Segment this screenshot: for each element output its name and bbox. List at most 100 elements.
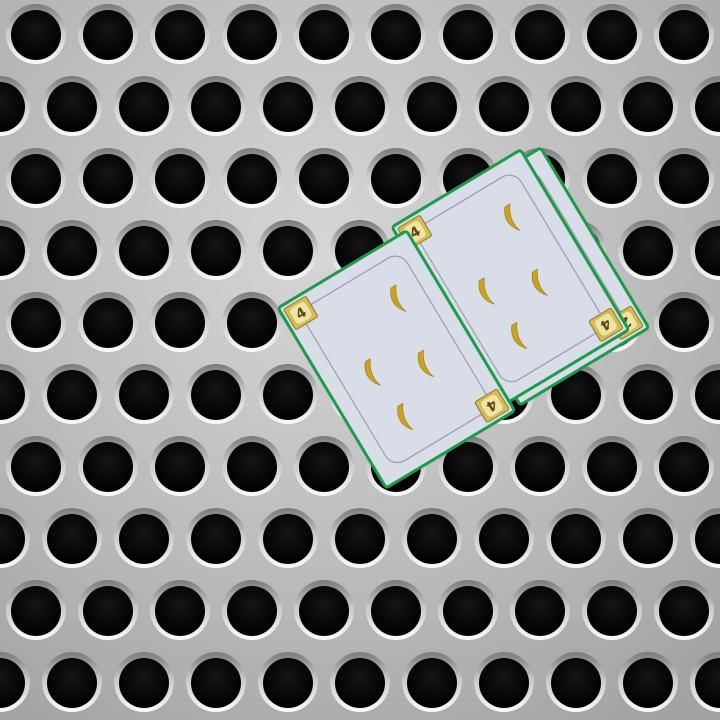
hole <box>479 514 529 564</box>
hole <box>551 82 601 132</box>
hole <box>0 370 25 420</box>
card-value-badge: 4 <box>474 389 509 423</box>
hole <box>263 370 313 420</box>
hole <box>299 154 349 204</box>
hole <box>515 442 565 492</box>
hole <box>83 298 133 348</box>
hole <box>11 442 61 492</box>
hole <box>227 586 277 636</box>
hole <box>227 10 277 60</box>
hole <box>371 586 421 636</box>
hole <box>83 154 133 204</box>
hole <box>47 82 97 132</box>
hole <box>227 154 277 204</box>
hole <box>119 658 169 708</box>
perforation-holes <box>0 4 720 712</box>
banana-icon <box>531 268 548 296</box>
card-front-4[interactable]: 44 <box>277 230 516 489</box>
hole <box>263 226 313 276</box>
banana-icon <box>504 203 521 231</box>
hole <box>47 370 97 420</box>
hole <box>623 514 673 564</box>
hole <box>371 154 421 204</box>
hole <box>263 82 313 132</box>
hole <box>83 586 133 636</box>
hole <box>191 370 241 420</box>
hole <box>551 658 601 708</box>
hole <box>119 370 169 420</box>
card-value-badge: 4 <box>588 308 623 342</box>
hole <box>443 442 493 492</box>
hole <box>407 658 457 708</box>
hole <box>623 658 673 708</box>
hole <box>659 10 709 60</box>
banana-icon <box>397 402 414 431</box>
hole <box>47 226 97 276</box>
hole <box>587 442 637 492</box>
card-value-badge: 4 <box>283 296 318 330</box>
hole <box>155 442 205 492</box>
hole <box>695 370 720 420</box>
hole <box>407 514 457 564</box>
hole <box>155 10 205 60</box>
hole <box>227 298 277 348</box>
hole <box>335 658 385 708</box>
hole <box>623 370 673 420</box>
hole <box>0 658 25 708</box>
hole <box>479 82 529 132</box>
banana-icon <box>390 284 407 312</box>
hole <box>551 370 601 420</box>
hole <box>0 226 25 276</box>
hole <box>227 442 277 492</box>
hole <box>659 586 709 636</box>
hole <box>407 82 457 132</box>
hole <box>335 514 385 564</box>
hole <box>155 586 205 636</box>
hole <box>299 10 349 60</box>
hole <box>659 298 709 348</box>
hole <box>335 82 385 132</box>
hole <box>155 298 205 348</box>
hole <box>11 298 61 348</box>
hole <box>587 10 637 60</box>
hole <box>299 442 349 492</box>
hole <box>695 82 720 132</box>
hole <box>695 226 720 276</box>
hole <box>623 226 673 276</box>
hole <box>191 226 241 276</box>
hole <box>191 658 241 708</box>
hole <box>479 658 529 708</box>
banana-icon <box>478 277 495 305</box>
hole <box>695 514 720 564</box>
hole <box>119 514 169 564</box>
hole <box>515 586 565 636</box>
hole <box>191 82 241 132</box>
banana-icon <box>417 349 434 377</box>
hole <box>587 154 637 204</box>
banana-icon <box>364 358 381 386</box>
card-inner-frame <box>417 174 604 383</box>
hole <box>11 10 61 60</box>
card-face <box>277 230 516 489</box>
hole <box>263 514 313 564</box>
hole <box>83 442 133 492</box>
hole <box>299 586 349 636</box>
hole <box>47 514 97 564</box>
hole <box>155 154 205 204</box>
hole <box>515 10 565 60</box>
hole <box>371 10 421 60</box>
hole <box>659 154 709 204</box>
hole <box>119 82 169 132</box>
hole <box>443 586 493 636</box>
hole <box>11 154 61 204</box>
hole <box>119 226 169 276</box>
hole <box>11 586 61 636</box>
hole <box>47 658 97 708</box>
hole <box>551 514 601 564</box>
hole <box>0 514 25 564</box>
hole <box>443 10 493 60</box>
hole <box>695 658 720 708</box>
card-inner-frame <box>303 255 490 464</box>
